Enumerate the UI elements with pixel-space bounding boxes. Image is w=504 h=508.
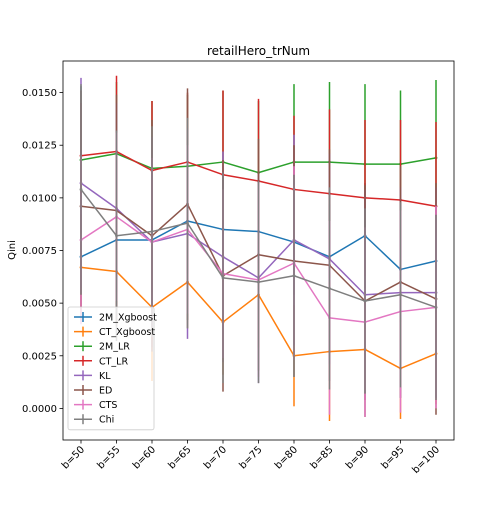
y-tick-label: 0.0000 [22, 404, 57, 415]
y-tick-label: 0.0075 [22, 246, 57, 257]
data-point [186, 221, 189, 225]
legend-label: KL [99, 371, 111, 382]
series-layer [79, 75, 438, 422]
y-axis-label: Qini [7, 240, 18, 260]
y-tick-label: 0.0150 [22, 88, 57, 99]
chart-title: retailHero_trNum [207, 44, 310, 58]
legend-label: Chi [99, 415, 114, 426]
data-point [292, 274, 296, 278]
data-point [257, 280, 260, 284]
data-point [399, 293, 402, 297]
legend-box [67, 306, 155, 431]
data-point [434, 305, 438, 309]
legend-label: CTS [99, 400, 117, 411]
data-point [150, 230, 154, 233]
legend-label: CT_LR [99, 356, 128, 367]
y-tick-label: 0.0050 [22, 299, 57, 310]
data-point [328, 287, 331, 290]
series-chi [79, 84, 438, 400]
data-point [79, 188, 83, 191]
legend-label: 2M_LR [99, 342, 130, 353]
legend-label: ED [99, 386, 112, 397]
legend-label: CT_Xgboost [99, 327, 155, 338]
y-tick-label: 0.0025 [22, 351, 57, 362]
data-point [221, 276, 225, 280]
legend-label: 2M_Xgboost [99, 313, 157, 324]
data-point [363, 299, 367, 303]
data-point [115, 234, 118, 238]
legend: 2M_Xgboost CT_Xgboost 2M_LR CT_LR KL ED CTS Chi [67, 306, 157, 431]
y-tick-label: 0.0100 [22, 193, 57, 204]
y-tick-label: 0.0125 [22, 141, 57, 152]
